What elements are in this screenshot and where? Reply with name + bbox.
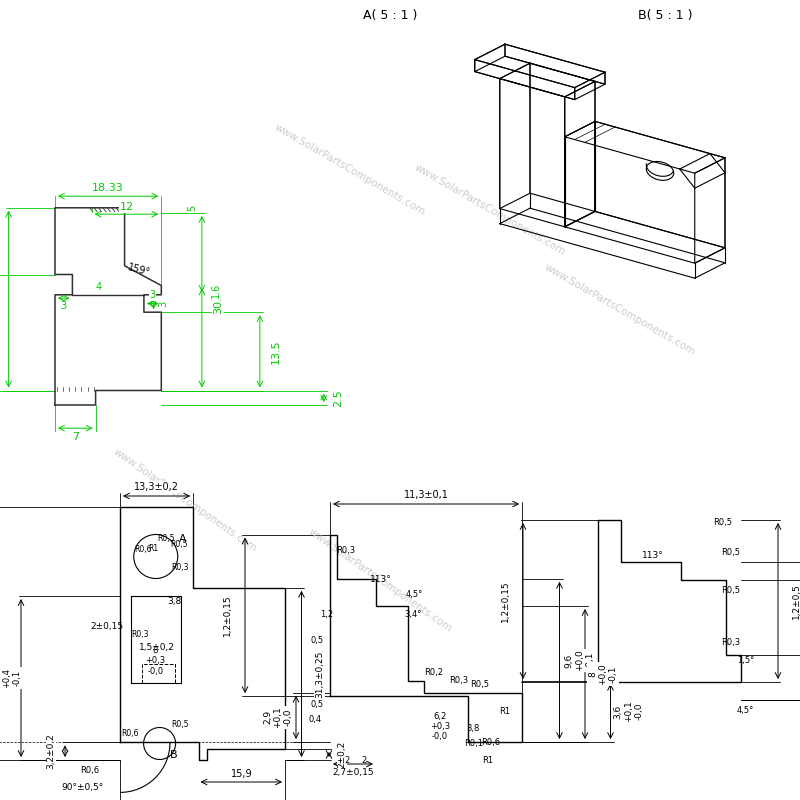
Text: R0,5: R0,5 [721,548,740,557]
Text: 1.6: 1.6 [211,282,221,298]
Text: 113°: 113° [642,550,664,559]
Text: R0,3: R0,3 [450,677,469,686]
Text: B: B [170,750,178,759]
Text: 4,5°: 4,5° [737,706,754,714]
Text: 2.5: 2.5 [333,389,342,406]
Text: 3: 3 [158,301,169,306]
Text: 1,2: 1,2 [320,610,334,619]
Text: 2: 2 [344,756,350,765]
Text: 3,4°: 3,4° [404,610,422,619]
Text: R0,5: R0,5 [170,541,187,550]
Text: R1: R1 [148,544,158,553]
Text: www.SolarPartsComponents.com: www.SolarPartsComponents.com [543,262,697,358]
Text: R0,5: R0,5 [714,518,733,527]
Text: R0,3: R0,3 [721,638,740,647]
Text: R0,2: R0,2 [424,668,443,678]
Text: 2±0,2: 2±0,2 [338,741,346,768]
Text: 2,9
+0,1
-0,0: 2,9 +0,1 -0,0 [263,706,293,728]
Text: 30.5: 30.5 [213,290,223,314]
Text: www.SolarPartsComponents.com: www.SolarPartsComponents.com [413,162,567,258]
Text: 6,2
+0,3
-0,0: 6,2 +0,3 -0,0 [430,712,450,742]
Text: 3,8: 3,8 [167,597,182,606]
Text: 1,2±0,15: 1,2±0,15 [222,594,231,636]
Text: 1,2±0,5: 1,2±0,5 [791,583,800,619]
Text: 5: 5 [187,205,198,210]
Text: 4: 4 [95,282,102,292]
Text: www.SolarPartsComponents.com: www.SolarPartsComponents.com [273,122,427,218]
Text: 90°±0,5°: 90°±0,5° [61,783,103,792]
Text: A: A [179,534,186,545]
Text: R0,6: R0,6 [482,738,501,747]
Text: 2: 2 [362,756,366,765]
Text: 1,2±0,15: 1,2±0,15 [501,580,510,622]
Text: R0,6: R0,6 [134,545,152,554]
Text: 8
+0,0
-0,1: 8 +0,0 -0,1 [588,663,618,685]
Text: R0,3: R0,3 [130,630,148,638]
Text: R0,5: R0,5 [721,586,740,594]
Text: 3,8: 3,8 [466,724,479,733]
Text: 18.33: 18.33 [92,183,124,194]
Text: 3: 3 [150,290,156,301]
Text: 2,7±0,15: 2,7±0,15 [332,769,374,778]
Text: R0,3: R0,3 [171,563,189,572]
Text: 0,5: 0,5 [311,699,324,709]
Text: www.SolarPartsComponents.com: www.SolarPartsComponents.com [306,526,454,634]
Text: 3: 3 [61,302,66,311]
Text: 31,3±0,25: 31,3±0,25 [315,650,324,698]
Text: R0,5: R0,5 [158,534,175,543]
Text: B( 5 : 1 ): B( 5 : 1 ) [638,9,692,22]
Text: 11,3±0,1: 11,3±0,1 [404,490,449,500]
Text: 0,5: 0,5 [311,635,324,645]
Text: R0,6: R0,6 [122,729,139,738]
Text: 29,8
+0,4
-0,1: 29,8 +0,4 -0,1 [0,668,22,688]
Text: 2±0,15: 2±0,15 [90,622,123,630]
Text: 12: 12 [119,202,134,212]
Text: 1,5±0,2: 1,5±0,2 [138,643,174,652]
Text: 113°: 113° [370,574,391,583]
Text: R0,1: R0,1 [465,739,483,748]
Text: R1: R1 [482,756,494,765]
Text: 9,6
+0,0
-0,1: 9,6 +0,0 -0,1 [565,650,594,671]
Text: 0,4: 0,4 [308,714,322,723]
Text: 4,5°: 4,5° [406,590,423,599]
Text: R0,3: R0,3 [336,546,355,554]
Text: R1: R1 [499,707,510,716]
Text: 8
+0,3
-0,0: 8 +0,3 -0,0 [146,646,166,676]
Text: 159°: 159° [126,262,152,278]
Text: 1,5°: 1,5° [737,655,754,665]
Text: R0,5: R0,5 [470,680,489,689]
Text: A( 5 : 1 ): A( 5 : 1 ) [363,9,417,22]
Text: 3,2±0,2: 3,2±0,2 [46,734,55,769]
Text: 7: 7 [72,432,79,442]
Text: 13,3±0,2: 13,3±0,2 [134,482,179,492]
Text: R0,6: R0,6 [81,766,99,775]
Text: R0,5: R0,5 [171,720,189,730]
Text: 3,6
+0,1
-0,0: 3,6 +0,1 -0,0 [614,701,643,722]
Text: www.SolarPartsComponents.com: www.SolarPartsComponents.com [111,446,258,554]
Text: 15,9: 15,9 [230,769,252,779]
Text: 13.5: 13.5 [271,339,281,364]
